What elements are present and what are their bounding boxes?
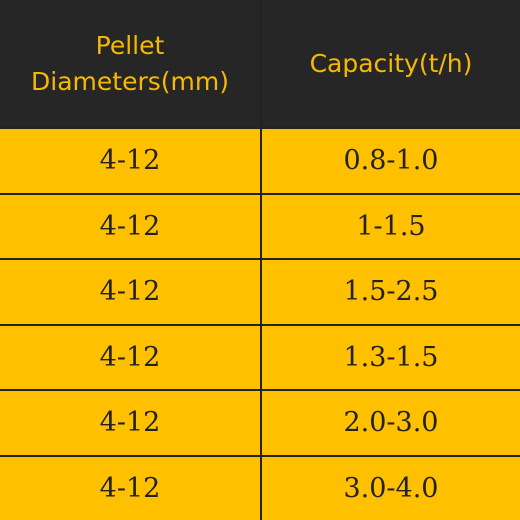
table-row: 4-12 1.5-2.5 (0, 258, 520, 326)
diameter-cell: 4-12 (0, 258, 262, 326)
table-row: 4-12 2.0-3.0 (0, 389, 520, 457)
diameter-cell: 4-12 (0, 192, 262, 260)
table-row: 4-12 0.8-1.0 (0, 127, 520, 195)
diameter-cell: 4-12 (0, 323, 262, 391)
capacity-cell: 1.3-1.5 (260, 323, 520, 391)
table-header-row: Pellet Diameters(mm) Capacity(t/h) (0, 0, 520, 129)
header-capacity: Capacity(t/h) (260, 0, 520, 129)
capacity-cell: 3.0-4.0 (260, 454, 520, 520)
table-row: 4-12 3.0-4.0 (0, 454, 520, 520)
capacity-cell: 1.5-2.5 (260, 258, 520, 326)
header-line: Capacity(t/h) (309, 48, 473, 78)
header-line: Pellet (95, 30, 165, 60)
diameter-cell: 4-12 (0, 127, 262, 195)
diameter-cell: 4-12 (0, 389, 262, 457)
diameter-cell: 4-12 (0, 454, 262, 520)
capacity-cell: 2.0-3.0 (260, 389, 520, 457)
table-row: 4-12 1.3-1.5 (0, 323, 520, 391)
table-row: 4-12 1-1.5 (0, 192, 520, 260)
capacity-cell: 1-1.5 (260, 192, 520, 260)
capacity-cell: 0.8-1.0 (260, 127, 520, 195)
header-line: Diameters(mm) (31, 66, 229, 96)
header-pellet-diameters: Pellet Diameters(mm) (0, 0, 262, 129)
